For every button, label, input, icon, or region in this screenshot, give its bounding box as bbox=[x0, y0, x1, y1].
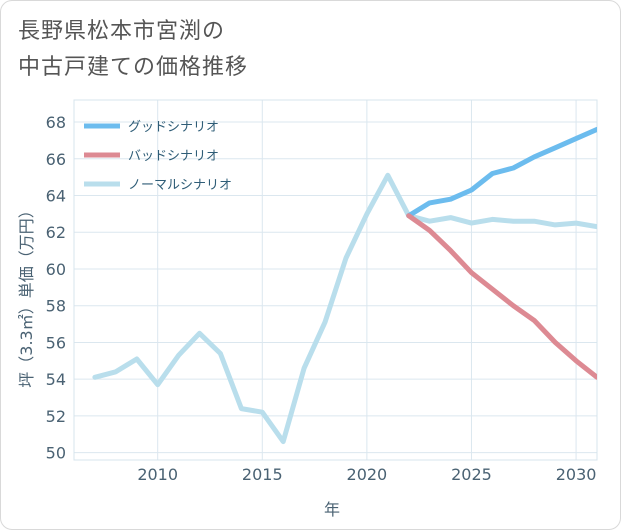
legend-label-0: グッドシナリオ bbox=[128, 120, 219, 135]
y-tick-label-62: 62 bbox=[46, 223, 66, 242]
legend-label-1: バッドシナリオ bbox=[128, 149, 219, 164]
x-tick-label-2020: 2020 bbox=[347, 465, 388, 484]
y-axis-title: 坪（3.3㎡）単価（万円） bbox=[17, 202, 36, 387]
y-tick-label-64: 64 bbox=[46, 187, 66, 206]
x-tick-label-2030: 2030 bbox=[556, 465, 597, 484]
y-tick-label-54: 54 bbox=[46, 370, 66, 389]
y-tick-label-68: 68 bbox=[46, 113, 66, 132]
x-tick-label-2010: 2010 bbox=[137, 465, 178, 484]
series-lines bbox=[92, 126, 597, 445]
chart-title-line-1: 長野県松本市宮渕の bbox=[18, 19, 226, 44]
x-axis-title: 年 bbox=[324, 500, 340, 519]
chart-title: 長野県松本市宮渕の 中古戸建ての価格推移 bbox=[18, 14, 248, 86]
tick-labels: 50 52 54 56 58 60 62 64 66 68 2010 2015 2020 2025 2030 bbox=[46, 113, 597, 484]
y-tick-label-50: 50 bbox=[46, 444, 66, 463]
y-tick-label-66: 66 bbox=[46, 150, 66, 169]
legend-label-2: ノーマルシナリオ bbox=[128, 178, 232, 193]
series-line-1 bbox=[406, 213, 597, 380]
chart-title-line-2: 中古戸建ての価格推移 bbox=[18, 55, 249, 80]
plot-border bbox=[73, 99, 598, 461]
y-tick-label-58: 58 bbox=[46, 297, 66, 316]
series-line-2 bbox=[92, 172, 597, 445]
x-tick-label-2015: 2015 bbox=[242, 465, 283, 484]
y-tick-label-52: 52 bbox=[46, 407, 66, 426]
y-tick-label-60: 60 bbox=[46, 260, 66, 279]
series-line-0 bbox=[406, 126, 597, 219]
y-tick-label-56: 56 bbox=[46, 333, 66, 352]
x-tick-label-2025: 2025 bbox=[451, 465, 492, 484]
